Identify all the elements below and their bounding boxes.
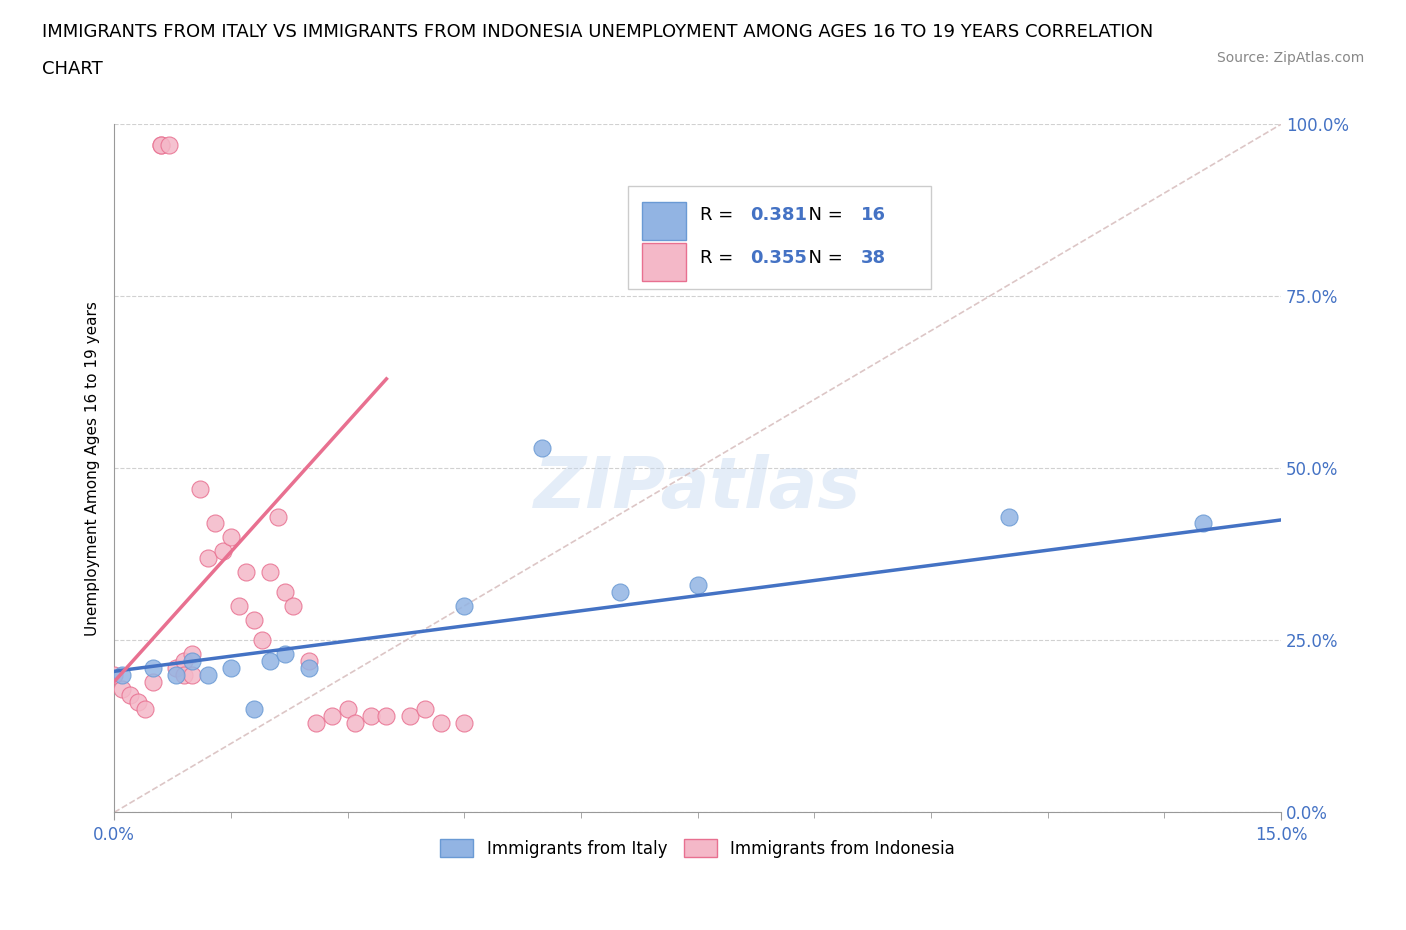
Text: Source: ZipAtlas.com: Source: ZipAtlas.com [1216,51,1364,65]
Text: CHART: CHART [42,60,103,78]
Point [111,668,134,683]
Point [305,715,328,730]
Point [243,612,266,627]
Point [212,543,235,558]
Legend: Immigrants from Italy, Immigrants from Indonesia: Immigrants from Italy, Immigrants from I… [432,831,963,866]
Point [344,715,367,730]
Point [204,516,226,531]
Point [173,654,195,669]
Text: ZIPatlas: ZIPatlas [534,455,862,524]
Text: R =: R = [700,206,740,224]
Point [609,585,631,600]
Point [103,668,125,683]
Point [134,702,156,717]
Point [1192,516,1215,531]
Point [415,702,437,717]
Point [274,585,297,600]
Point [157,138,180,153]
Point [118,688,141,703]
Point [142,674,165,689]
Point [298,654,321,669]
Point [530,440,553,455]
Point [266,509,288,524]
Point [430,715,453,730]
Text: R =: R = [700,249,740,267]
Point [165,668,187,683]
Text: IMMIGRANTS FROM ITALY VS IMMIGRANTS FROM INDONESIA UNEMPLOYMENT AMONG AGES 16 TO: IMMIGRANTS FROM ITALY VS IMMIGRANTS FROM… [42,23,1153,41]
Text: N =: N = [797,206,848,224]
Point [197,668,219,683]
Point [321,709,343,724]
Point [360,709,382,724]
Y-axis label: Unemployment Among Ages 16 to 19 years: Unemployment Among Ages 16 to 19 years [86,301,100,636]
Point [165,660,187,675]
Text: 16: 16 [860,206,886,224]
Point [142,660,165,675]
Point [219,660,242,675]
Point [181,668,204,683]
Point [997,509,1019,524]
Point [298,660,321,675]
Point [228,599,250,614]
FancyBboxPatch shape [641,202,686,240]
Point [453,715,475,730]
Point [375,709,398,724]
Point [281,599,304,614]
Point [686,578,709,592]
Point [243,702,266,717]
Point [173,668,195,683]
Point [197,551,219,565]
Text: 0.381: 0.381 [749,206,807,224]
Point [453,599,475,614]
Text: 38: 38 [860,249,886,267]
Point [219,530,242,545]
Text: 0.355: 0.355 [749,249,807,267]
FancyBboxPatch shape [627,186,931,289]
FancyBboxPatch shape [641,244,686,281]
Point [250,633,273,648]
Point [336,702,359,717]
Point [111,681,134,696]
Point [259,654,281,669]
Point [181,654,204,669]
Point [181,646,204,661]
Point [274,646,297,661]
Point [149,138,172,153]
Point [398,709,420,724]
Point [149,138,172,153]
Point [127,695,149,710]
Point [188,482,211,497]
Point [259,565,281,579]
Point [235,565,257,579]
Text: N =: N = [797,249,848,267]
